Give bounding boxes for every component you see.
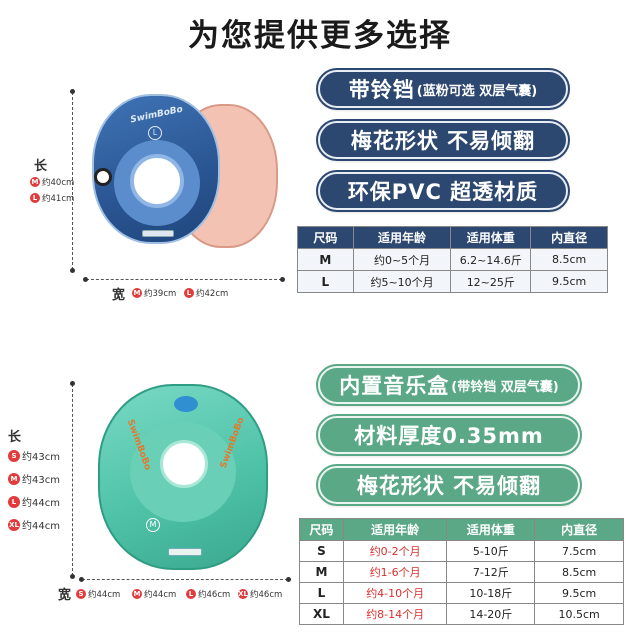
size-mark: L	[148, 126, 162, 140]
width-label: 宽	[58, 588, 72, 603]
buckle-icon	[142, 230, 174, 237]
width-dimension-line	[79, 577, 291, 582]
feature-pill-thickness: 材料厚度0.35mm	[316, 414, 582, 456]
length-dimension-line	[70, 381, 75, 579]
table-row: S 约0-2个月 5-10斤 7.5cm	[299, 540, 624, 562]
product-2-image: 长 S 约43cm M 约43cm L 约44cm XL 约44cm 宽 S 约44cm …	[0, 330, 300, 640]
page-title: 为您提供更多选择	[188, 18, 452, 54]
panda-icon	[94, 168, 112, 186]
table-row: XL 约8-14个月 14-20斤 10.5cm	[299, 603, 624, 625]
width-size-m: M 约44cm	[132, 589, 177, 600]
width-size-xl: XL 约46cm	[238, 589, 283, 600]
dolphin-icon	[174, 396, 198, 412]
size-mark: M	[146, 518, 160, 532]
width-size-m: M 约39cm	[132, 288, 177, 299]
size-table-1: 尺码 适用年龄 适用体重 内直径 M 约0~5个月 6.2~14.6斤 8.5c…	[297, 226, 608, 293]
width-size-l: L 约42cm	[184, 287, 228, 299]
table-header-row: 尺码 适用年龄 适用体重 内直径	[297, 226, 608, 249]
length-size-s: S 约43cm	[8, 448, 60, 463]
length-size-m: M 约43cm	[8, 471, 60, 486]
green-ring	[98, 384, 268, 570]
neck-hole	[160, 440, 208, 488]
product-1-image: 长 M 约40cm L 约41cm 宽 M 约39cm L 约42cm SwimBoBo…	[0, 0, 290, 303]
table-row: L 约5~10个月 12~25斤 9.5cm	[297, 270, 608, 293]
table-row: M 约1-6个月 7-12斤 8.5cm	[299, 561, 624, 583]
length-size-l: L 约44cm	[8, 494, 60, 509]
length-size-m: M 约40cm	[30, 177, 75, 188]
length-size-l: L 约41cm	[30, 192, 74, 204]
feature-pill-shape: 梅花形状 不易倾翻	[316, 464, 582, 506]
width-size-s: S 约44cm	[76, 588, 120, 600]
length-label: 长	[8, 430, 22, 445]
feature-pill-material: 环保PVC 超透材质	[316, 170, 570, 212]
length-size-xl: XL 约44cm	[8, 518, 60, 532]
feature-pill-shape: 梅花形状 不易倾翻	[316, 119, 570, 161]
table-row: L 约4-10个月 10-18斤 9.5cm	[299, 582, 624, 604]
feature-pill-music-box: 内置音乐盒 (带铃铛 双层气囊)	[316, 364, 582, 406]
feature-pill-bell: 带铃铛 (蓝粉可选 双层气囊)	[316, 68, 570, 110]
length-label: 长	[34, 159, 48, 174]
width-size-l: L 约46cm	[186, 588, 230, 600]
width-dimension-line	[83, 277, 285, 282]
buckle-icon	[168, 548, 202, 556]
neck-hole	[130, 154, 184, 208]
width-label: 宽	[112, 288, 126, 303]
length-dimension-line	[70, 89, 75, 273]
table-row: M 约0~5个月 6.2~14.6斤 8.5cm	[297, 248, 608, 271]
table-header-row: 尺码 适用年龄 适用体重 内直径	[299, 518, 624, 541]
size-table-2: 尺码 适用年龄 适用体重 内直径 S 约0-2个月 5-10斤 7.5cm M …	[299, 518, 624, 625]
